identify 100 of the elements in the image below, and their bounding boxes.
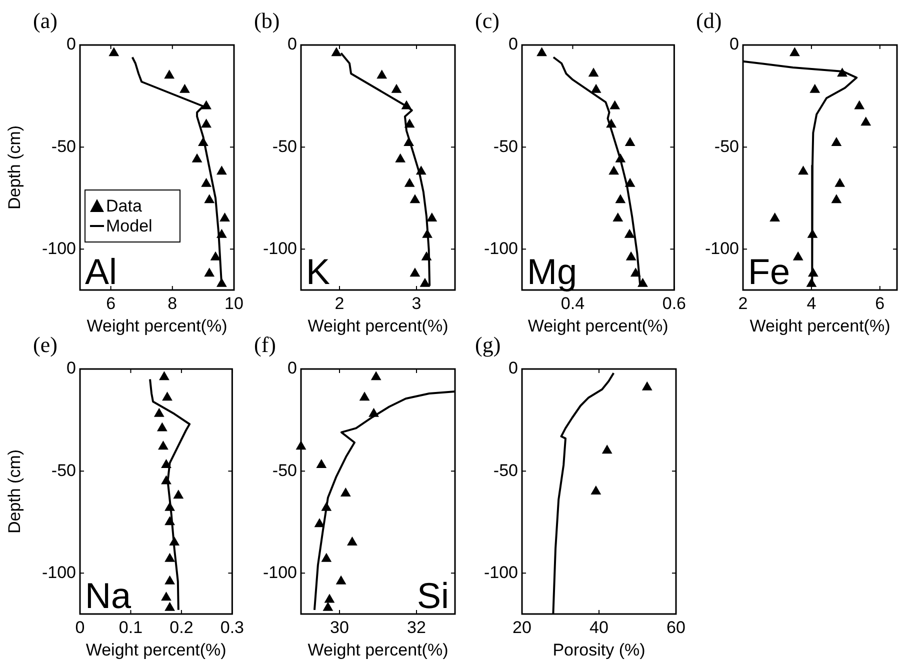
point bbox=[615, 194, 626, 204]
x-tick-label: 0.6 bbox=[662, 294, 686, 313]
point bbox=[108, 47, 120, 56]
x-tick-label: 40 bbox=[590, 618, 608, 637]
point bbox=[536, 47, 547, 56]
point bbox=[164, 575, 175, 584]
point bbox=[626, 251, 636, 260]
x-tick-label: 6 bbox=[875, 294, 885, 313]
point bbox=[624, 228, 635, 238]
x-axis-title: Weight percent(%) bbox=[308, 316, 448, 336]
point bbox=[370, 371, 382, 380]
point bbox=[198, 137, 208, 146]
point bbox=[220, 212, 230, 222]
point bbox=[161, 458, 172, 468]
point bbox=[359, 392, 370, 401]
point bbox=[161, 592, 172, 601]
point bbox=[216, 166, 227, 175]
y-tick-label: 0 bbox=[66, 34, 76, 54]
chart-title: (d) bbox=[696, 8, 722, 33]
point bbox=[606, 118, 616, 128]
point bbox=[624, 137, 636, 146]
point bbox=[316, 458, 327, 468]
point bbox=[347, 536, 358, 546]
y-tick-label: -50 bbox=[714, 136, 739, 156]
y-tick-label: -100 bbox=[262, 238, 297, 258]
y-tick-label: -100 bbox=[42, 562, 76, 582]
point bbox=[201, 100, 212, 110]
point bbox=[340, 488, 351, 497]
point bbox=[426, 212, 438, 222]
y-tick-label: -100 bbox=[262, 562, 297, 582]
x-tick-label: 6 bbox=[106, 294, 116, 313]
y-tick-label: -50 bbox=[493, 460, 518, 480]
x-tick-label: 60 bbox=[666, 618, 686, 637]
point bbox=[792, 251, 804, 260]
point bbox=[164, 70, 175, 79]
point bbox=[154, 408, 164, 417]
point bbox=[159, 371, 170, 380]
point bbox=[314, 518, 325, 528]
point bbox=[321, 502, 332, 511]
point bbox=[770, 212, 780, 222]
x-tick-label: 3 bbox=[412, 294, 422, 313]
point bbox=[638, 278, 648, 287]
point bbox=[410, 268, 420, 277]
y-tick-label: 0 bbox=[66, 358, 76, 378]
point bbox=[642, 381, 652, 390]
point bbox=[588, 68, 599, 77]
point bbox=[630, 268, 641, 277]
x-tick-label: 30 bbox=[330, 618, 349, 637]
point bbox=[180, 84, 190, 93]
point bbox=[834, 178, 846, 187]
x-axis-title: Weight percent(%) bbox=[86, 640, 226, 660]
chart-title: (a) bbox=[33, 8, 58, 33]
x-tick-label: 0.1 bbox=[118, 618, 143, 637]
annotation: Al bbox=[85, 251, 118, 292]
x-tick-label: 0.3 bbox=[220, 618, 244, 637]
chart-title: (b) bbox=[254, 8, 280, 33]
point bbox=[401, 100, 412, 110]
annotation: Fe bbox=[748, 251, 790, 292]
x-axis-title: Weight percent(%) bbox=[308, 640, 448, 660]
point bbox=[810, 84, 820, 93]
x-axis-title: Weight percent(%) bbox=[86, 316, 228, 336]
y-tick-label: 0 bbox=[730, 34, 739, 54]
chart-title: (f) bbox=[254, 332, 276, 357]
x-tick-label: 32 bbox=[407, 618, 426, 637]
point bbox=[798, 166, 808, 175]
point bbox=[192, 153, 202, 162]
x-tick-label: 4 bbox=[806, 294, 816, 313]
point bbox=[404, 137, 414, 146]
point bbox=[322, 602, 334, 611]
x-tick-label: 8 bbox=[168, 294, 178, 313]
point bbox=[331, 47, 342, 56]
x-tick-label: 0.2 bbox=[170, 618, 194, 637]
point bbox=[410, 194, 420, 204]
point bbox=[164, 502, 175, 511]
annotation: K bbox=[306, 251, 330, 292]
y-tick-label: -100 bbox=[42, 238, 76, 258]
y-tick-label: -100 bbox=[484, 562, 518, 582]
x-tick-label: 20 bbox=[512, 618, 532, 637]
point bbox=[395, 153, 406, 162]
legend-label: Model bbox=[106, 216, 152, 236]
point bbox=[860, 116, 872, 126]
point bbox=[164, 516, 175, 526]
y-tick-label: -100 bbox=[704, 238, 739, 258]
point bbox=[404, 118, 415, 128]
point bbox=[156, 422, 168, 432]
x-axis-title: Weight percent(%) bbox=[750, 316, 890, 336]
x-axis-title: Porosity (%) bbox=[552, 640, 646, 660]
point bbox=[808, 268, 818, 277]
point bbox=[376, 70, 388, 79]
chart-title: (c) bbox=[475, 8, 500, 33]
point bbox=[807, 228, 818, 238]
point bbox=[201, 118, 212, 128]
annotation: Si bbox=[416, 575, 449, 616]
point bbox=[806, 278, 817, 287]
point bbox=[368, 408, 379, 417]
point bbox=[789, 47, 800, 56]
point bbox=[612, 212, 624, 222]
point bbox=[324, 594, 335, 603]
chart-title: (g) bbox=[475, 332, 501, 357]
y-tick-label: -50 bbox=[51, 460, 76, 480]
